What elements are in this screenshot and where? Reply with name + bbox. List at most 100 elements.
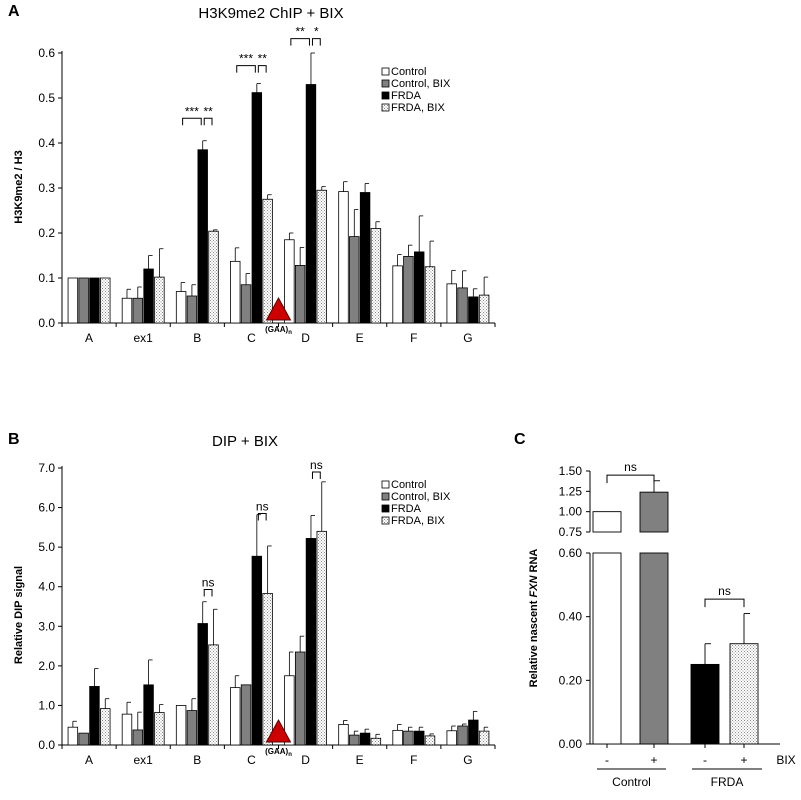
y-tick-label: 0.00: [559, 737, 583, 751]
bar: [414, 251, 425, 324]
treatment-label: +: [650, 753, 657, 767]
bar: [729, 643, 759, 745]
y-tick-label: 7.0: [38, 461, 55, 475]
bar: [78, 732, 89, 746]
bar-lower-segment: [592, 552, 622, 745]
bar: [446, 283, 457, 324]
treatment-label: -: [703, 753, 707, 767]
bar: [78, 277, 89, 324]
legend-swatch: [381, 492, 390, 501]
bar: [175, 291, 187, 324]
bar: [403, 730, 414, 746]
bar: [197, 623, 208, 746]
bar: [392, 729, 403, 746]
x-category-label: ex1: [134, 331, 154, 345]
significance-bracket: [203, 117, 213, 126]
bar: [132, 297, 143, 324]
gaa-repeat-marker: [265, 718, 292, 743]
group-label: Control: [612, 775, 651, 789]
legend-swatch: [381, 103, 390, 112]
legend-label: FRDA: [391, 503, 422, 515]
treatment-label: +: [740, 753, 747, 767]
significance-bracket: [311, 38, 321, 46]
bar: [100, 708, 111, 746]
gaa-label-text: (GAA): [265, 325, 288, 334]
significance-label: ns: [310, 458, 323, 472]
significance-label: ns: [624, 460, 637, 474]
bar: [154, 712, 165, 746]
bar: [294, 651, 306, 746]
bar: [446, 730, 457, 746]
x-category-label: D: [301, 753, 310, 767]
panel-b: B DIP + BIX Relative DIP signal 0.0 1.0 2.…: [8, 431, 496, 767]
bar: [262, 593, 273, 746]
x-category-label: G: [463, 753, 472, 767]
panel-b-plot: 0.0 1.0 2.0 3.0 4.0 5.0 6.0 7.0 A ex1 B C D E F Gns ns ns…: [38, 458, 496, 767]
gaa-label-text: (GAA): [265, 747, 288, 756]
panel-c-plot: 0.00 0.20 0.40 0.60 0.75 1.00 1.25 1.50 - + - + BIX C…: [559, 460, 796, 789]
panel-a: A H3K9me2 ChIP + BIX H3K9me2 / H3 0.0 0.1…: [8, 3, 496, 345]
bar: [89, 686, 100, 746]
bar: [143, 268, 154, 324]
y-tick-label: 6.0: [38, 501, 55, 515]
y-tick-label: 0.0: [38, 316, 55, 330]
y-tick-label: 5.0: [38, 540, 55, 554]
bar: [305, 84, 317, 324]
bar: [240, 284, 252, 324]
significance-label: ***: [185, 104, 199, 118]
panel-b-title: DIP + BIX: [212, 433, 278, 450]
bar: [284, 239, 295, 324]
legend-swatch: [381, 504, 390, 513]
legend-label: Control: [391, 66, 426, 78]
treatment-name-label: BIX: [776, 753, 795, 767]
bar: [478, 294, 490, 324]
bar: [370, 737, 382, 746]
panel-a-plot: 0.00.10.20.30.40.50.6A ex1 B C D E F G*** ***** *…: [38, 25, 496, 345]
bar: [67, 726, 79, 746]
panel-a-y-axis-label: H3K9me2 / H3: [13, 150, 25, 223]
significance-bracket: [257, 65, 267, 73]
y-tick-label: 2.0: [38, 659, 55, 673]
bar: [468, 296, 479, 324]
bar: [690, 663, 720, 745]
y-tick-label: 1.25: [559, 484, 583, 498]
bar-lower-segment: [639, 552, 669, 745]
significance-bracket: [203, 588, 213, 597]
bar: [338, 724, 349, 746]
bar: [251, 555, 263, 746]
treatment-label: -: [605, 753, 609, 767]
bar: [175, 705, 187, 746]
x-category-label: F: [410, 331, 417, 345]
y-tick-label: 1.50: [559, 464, 583, 478]
legend-swatch: [381, 516, 390, 525]
y-tick-label: 3.0: [38, 619, 55, 633]
bar: [457, 725, 468, 746]
bar: [186, 710, 198, 746]
legend-label: FRDA, BIX: [391, 515, 445, 527]
x-category-label: ex1: [134, 753, 154, 767]
significance-bracket: [311, 471, 321, 479]
bar: [359, 732, 371, 746]
gaa-repeat-marker: [265, 296, 292, 321]
bar: [414, 730, 425, 746]
bar: [230, 687, 241, 746]
bar: [457, 287, 468, 324]
bar: [403, 255, 414, 324]
bar: [305, 538, 317, 746]
bar: [67, 277, 79, 324]
y-tick-label: 1.0: [38, 698, 55, 712]
y-tick-label: 0.2: [38, 226, 55, 240]
panel-c: C Relative nascent FXN RNA 0.000.200.400…: [514, 431, 796, 789]
panel-b-y-axis-label: Relative DIP signal: [13, 566, 25, 664]
x-category-label: F: [410, 753, 417, 767]
bar: [468, 719, 479, 746]
bar: [424, 735, 436, 746]
significance-bracket: [236, 65, 256, 73]
y-tick-label: 0.3: [38, 181, 55, 195]
y-tick-label: 0.1: [38, 271, 55, 285]
bar: [349, 236, 360, 324]
y-tick-label: 0.4: [38, 136, 55, 150]
panel-c-y-axis-label-post: RNA: [528, 549, 540, 576]
bar: [316, 530, 327, 746]
